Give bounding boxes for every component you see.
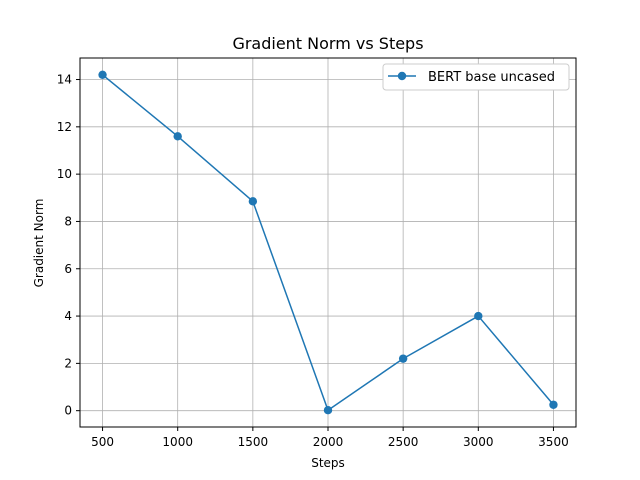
x-tick-label: 2000 [313, 435, 344, 449]
x-tick-label: 2500 [388, 435, 419, 449]
legend-box [382, 63, 570, 91]
x-tick-label: 500 [91, 435, 114, 449]
data-point [398, 354, 408, 363]
data-point [549, 400, 558, 409]
data-point [173, 132, 182, 141]
grid [80, 58, 576, 427]
x-tick-label: 1000 [162, 435, 193, 449]
y-tick-label: 10 [57, 167, 72, 181]
y-axis-label: Gradient Norm [32, 199, 46, 288]
legend-label: BERT base uncased [428, 70, 555, 85]
x-tick-label: 1500 [238, 435, 269, 449]
y-tick-label: 14 [57, 73, 72, 87]
series-layer [98, 70, 558, 415]
y-tick-label: 8 [64, 214, 72, 228]
legend-marker-sample [397, 71, 407, 81]
y-tick-label: 6 [64, 262, 72, 276]
chart-title: Gradient Norm vs Steps [232, 34, 423, 53]
data-point [248, 197, 258, 206]
data-point [98, 70, 107, 79]
ticks: 500 1000 1500 2000 2500 3000 3500 0 2 4 6 8 10 12 14 [57, 73, 569, 449]
y-tick-label: 12 [57, 120, 72, 134]
y-tick-label: 2 [64, 356, 72, 370]
x-tick-label: 3500 [538, 435, 569, 449]
y-tick-label: 0 [64, 404, 72, 418]
y-tick-label: 4 [64, 309, 72, 323]
data-point [323, 406, 333, 415]
x-axis-label: Steps [311, 456, 345, 470]
data-point [474, 311, 483, 321]
legend: BERT base uncased [382, 63, 570, 91]
x-tick-label: 3000 [463, 435, 494, 449]
